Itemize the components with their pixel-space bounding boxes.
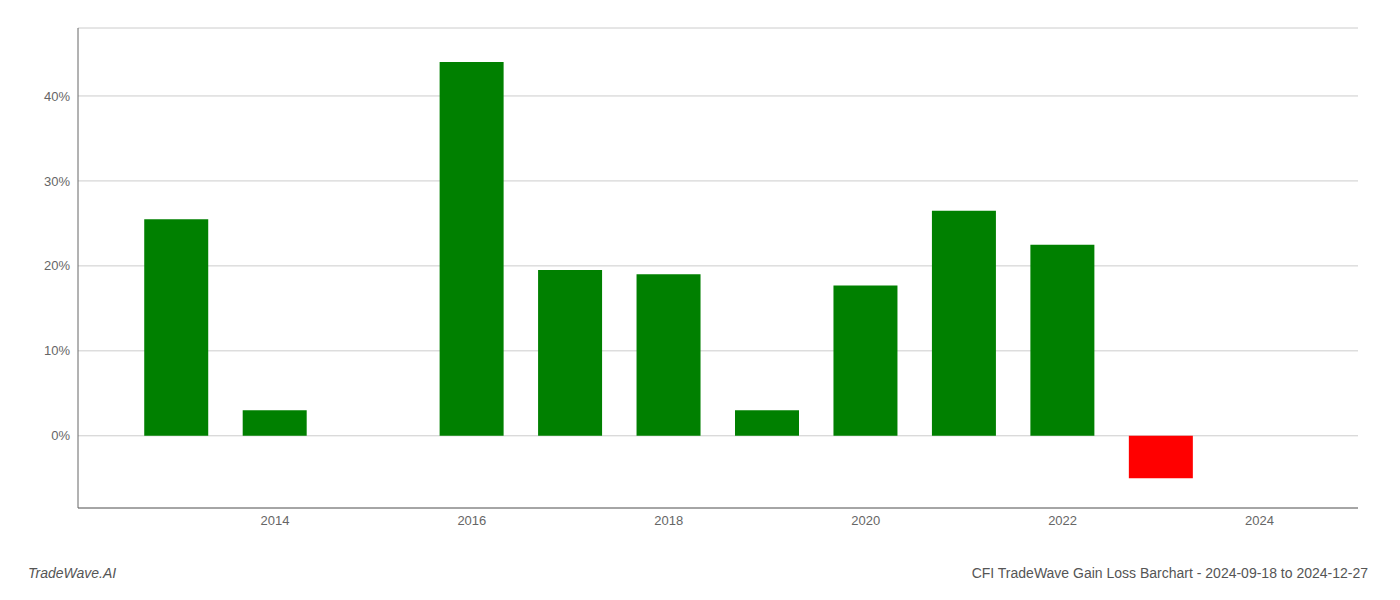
svg-text:2020: 2020 (851, 513, 880, 528)
svg-text:40%: 40% (44, 89, 70, 104)
svg-text:2022: 2022 (1048, 513, 1077, 528)
svg-text:10%: 10% (44, 343, 70, 358)
svg-text:30%: 30% (44, 174, 70, 189)
html-text:TradeWave.AI: TradeWave.AI (28, 565, 117, 581)
svg-text:2024: 2024 (1245, 513, 1274, 528)
svg-text:2016: 2016 (457, 513, 486, 528)
svg-text:0%: 0% (51, 428, 70, 443)
svg-text:2014: 2014 (260, 513, 289, 528)
svg-text:20%: 20% (44, 258, 70, 273)
html-text:CFI TradeWave Gain Loss Barcha: CFI TradeWave Gain Loss Barchart - 2024-… (971, 565, 1368, 581)
svg-text:2018: 2018 (654, 513, 683, 528)
